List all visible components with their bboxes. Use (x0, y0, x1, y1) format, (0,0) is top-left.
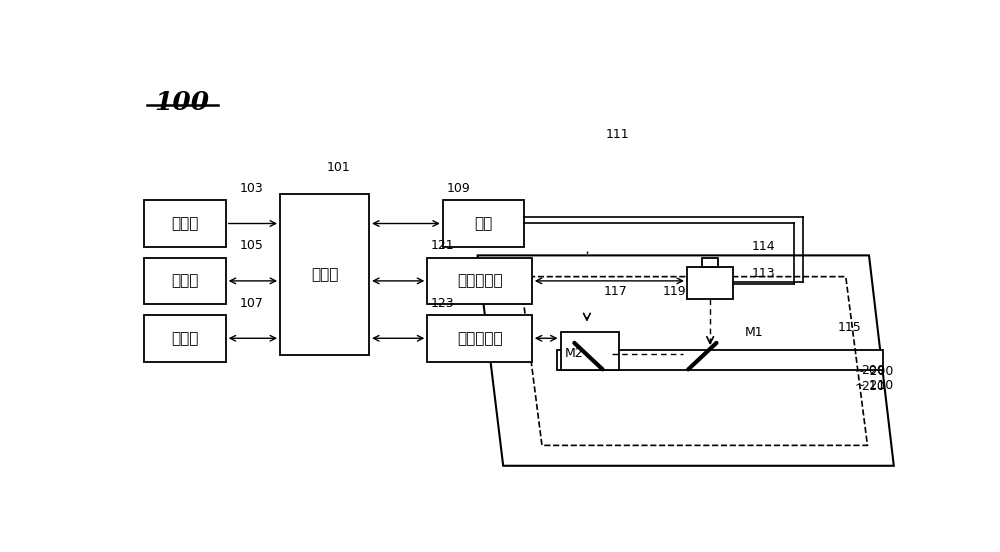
Bar (557, 350, 883, 370)
Text: 107: 107 (240, 297, 264, 310)
Text: 113: 113 (751, 267, 775, 280)
Text: 114: 114 (751, 240, 775, 253)
Text: 101: 101 (326, 161, 350, 174)
Text: 200: 200 (861, 364, 885, 376)
Bar (144, 315, 226, 362)
Text: 100: 100 (154, 89, 210, 115)
Text: 控制部: 控制部 (311, 267, 338, 282)
Polygon shape (478, 256, 894, 466)
Text: M1: M1 (745, 326, 764, 339)
Bar (280, 194, 369, 355)
Text: 109: 109 (447, 182, 470, 195)
Bar (144, 200, 226, 247)
Text: 119: 119 (663, 285, 686, 298)
Text: 123: 123 (431, 297, 455, 310)
Text: 115: 115 (838, 321, 862, 334)
Bar (443, 200, 524, 247)
Text: 121: 121 (431, 240, 455, 252)
Text: 117: 117 (603, 285, 627, 298)
Text: 光源: 光源 (474, 216, 493, 231)
Text: 输入部: 输入部 (171, 216, 199, 231)
Text: 输出部: 输出部 (171, 273, 199, 288)
Text: 103: 103 (240, 182, 263, 195)
Bar (427, 257, 532, 304)
Text: 111: 111 (606, 128, 629, 141)
Bar (702, 258, 718, 267)
Text: 第一驱动器: 第一驱动器 (457, 273, 502, 288)
Bar (144, 257, 226, 304)
Bar (687, 267, 733, 299)
Text: ~ 200: ~ 200 (855, 365, 893, 378)
Text: ~ 210: ~ 210 (855, 379, 893, 392)
Text: M2: M2 (565, 347, 584, 359)
Bar (561, 332, 619, 370)
Text: 第二驱动器: 第二驱动器 (457, 331, 502, 346)
Text: 210: 210 (861, 380, 885, 392)
Text: 存储部: 存储部 (171, 331, 199, 346)
Text: 105: 105 (240, 240, 264, 252)
Bar (427, 315, 532, 362)
